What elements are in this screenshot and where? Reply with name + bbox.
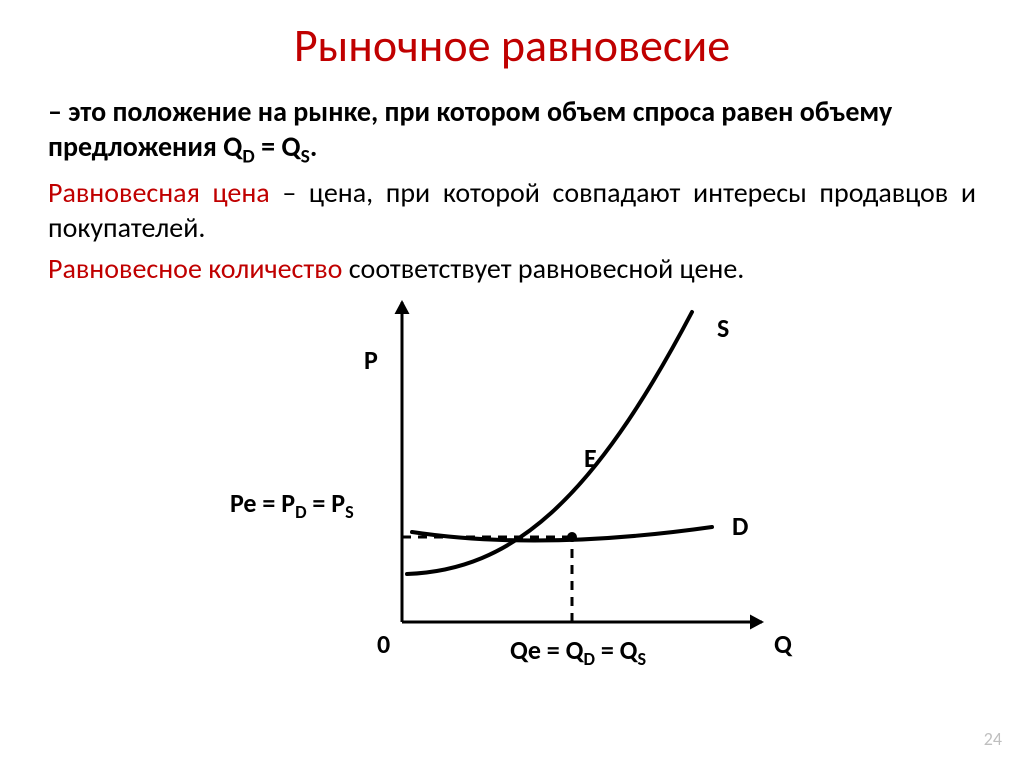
keyword-price: Равновесная цена [48, 175, 270, 210]
def-prefix: – это положение на рынке, при котором об… [48, 94, 892, 164]
qe-prefix: Qe = Q [510, 634, 583, 666]
pe-mid: = P [307, 487, 346, 519]
origin-label: 0 [377, 628, 390, 660]
keyword-quantity: Равновесное количество [48, 251, 342, 286]
text-content: – это положение на рынке, при котором об… [0, 84, 1024, 672]
def-mid: = Q [255, 129, 301, 164]
pe-label: Pe = PD = PS [230, 487, 354, 523]
qe-sub1: D [583, 648, 594, 670]
def-suffix: . [310, 129, 317, 164]
demand-curve-label: D [732, 510, 748, 542]
pe-sub1: D [295, 501, 306, 523]
qe-mid: = Q [595, 634, 638, 666]
qe-label: Qe = QD = QS [510, 634, 646, 670]
qe-sub2: S [637, 648, 646, 670]
equilibrium-point-label: E [584, 442, 597, 474]
definition-text: – это положение на рынке, при котором об… [48, 94, 976, 169]
def-sub1: D [242, 145, 254, 169]
equilibrium-quantity-text: Равновесное количество соответствует рав… [48, 251, 976, 286]
equilibrium-chart: P Q 0 S D E Pe = PD = PS Qe = QD = QS [212, 282, 812, 672]
y-axis-label: P [364, 344, 378, 376]
page-number: 24 [984, 728, 1002, 750]
pe-prefix: Pe = P [230, 487, 295, 519]
x-axis-label: Q [774, 628, 792, 660]
page-title: Рыночное равновесие [0, 0, 1024, 84]
equilibrium-price-text: Равновесная цена – цена, при которой сов… [48, 175, 976, 245]
pe-sub2: S [345, 501, 354, 523]
qty-rest: соответствует равновесной цене. [342, 251, 744, 286]
def-sub2: S [301, 145, 310, 169]
supply-curve-label: S [717, 312, 729, 344]
